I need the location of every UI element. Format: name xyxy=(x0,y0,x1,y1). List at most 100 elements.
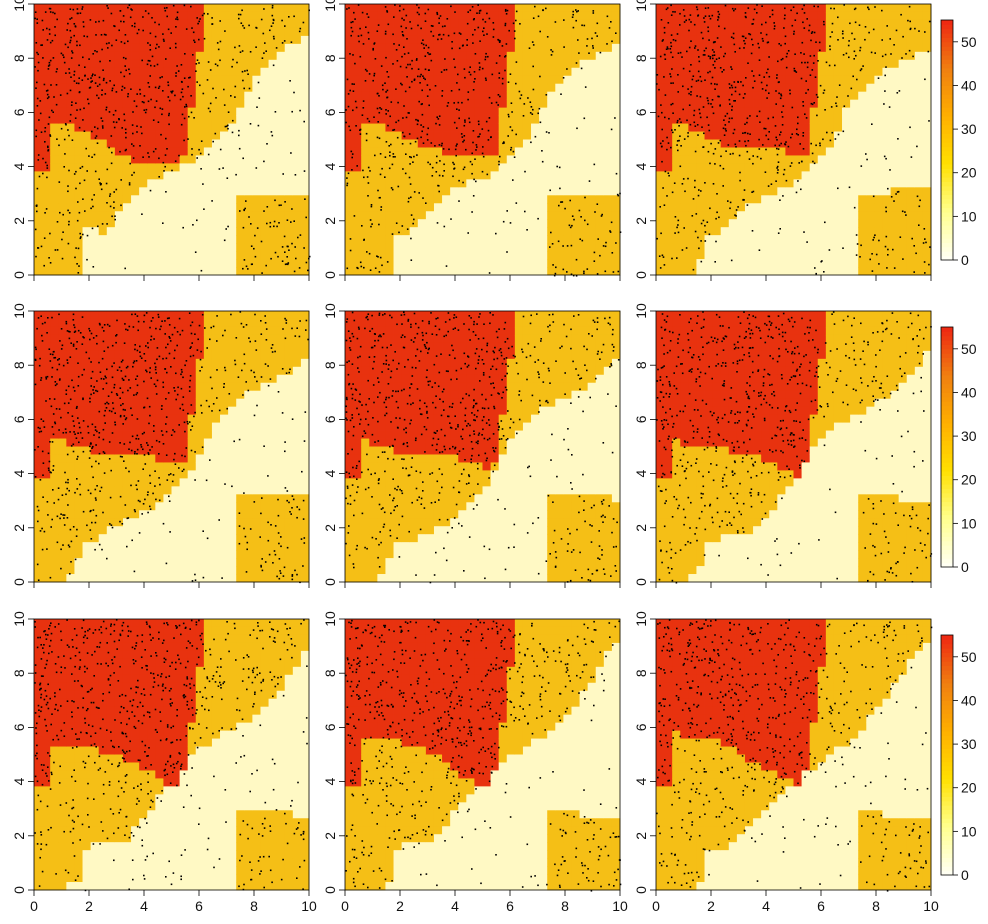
data-point xyxy=(113,191,115,193)
heat-cell xyxy=(922,155,932,164)
data-point xyxy=(438,174,441,177)
heat-cell xyxy=(906,219,916,228)
data-point xyxy=(386,89,389,92)
data-point xyxy=(230,95,232,97)
heat-cell xyxy=(34,267,43,276)
heat-cell xyxy=(728,195,738,204)
heat-cell xyxy=(850,4,859,13)
heat-cell xyxy=(179,251,189,260)
data-point xyxy=(196,219,198,222)
data-point xyxy=(581,24,583,27)
heat-cell xyxy=(417,171,427,180)
heat-cell xyxy=(793,83,802,93)
data-point xyxy=(617,194,620,197)
heat-cell xyxy=(817,235,827,244)
data-point xyxy=(76,109,78,111)
heat-cell xyxy=(611,163,621,172)
heat-cell xyxy=(34,19,43,29)
heat-cell xyxy=(833,123,843,132)
heat-cell xyxy=(555,187,564,196)
data-point xyxy=(56,249,59,251)
heat-cell xyxy=(220,227,229,236)
data-point xyxy=(367,166,370,169)
heat-cell xyxy=(769,91,778,101)
data-point xyxy=(161,76,163,78)
heat-cell xyxy=(555,59,564,69)
heat-cell xyxy=(514,67,524,77)
data-point xyxy=(592,45,594,47)
data-point xyxy=(62,231,64,233)
data-point xyxy=(347,172,350,175)
data-point xyxy=(109,80,111,82)
data-point xyxy=(243,259,246,261)
heat-cell xyxy=(547,235,556,244)
data-point xyxy=(358,40,360,43)
heat-cell xyxy=(490,155,500,164)
heat-cell xyxy=(345,51,354,61)
data-point xyxy=(384,30,387,33)
heat-cell xyxy=(42,115,51,124)
data-point xyxy=(416,11,419,14)
heat-cell xyxy=(785,51,794,61)
heat-cell xyxy=(595,59,605,69)
heat-cell xyxy=(450,227,459,236)
heat-cell xyxy=(211,83,221,93)
data-point xyxy=(592,12,595,14)
heat-cell xyxy=(842,155,851,164)
heat-cell xyxy=(850,219,859,228)
heat-cell xyxy=(203,155,213,164)
heat-cell xyxy=(284,171,294,180)
heat-cell xyxy=(882,259,891,268)
data-point xyxy=(400,25,403,28)
heat-cell xyxy=(720,147,730,156)
heat-cell xyxy=(252,155,261,164)
data-point xyxy=(131,124,134,126)
data-point xyxy=(472,89,475,91)
heat-cell xyxy=(587,155,597,164)
data-point xyxy=(530,106,533,108)
heat-cell xyxy=(664,267,673,276)
heat-cell xyxy=(268,99,278,109)
heat-cell xyxy=(345,163,354,172)
heat-cell xyxy=(114,147,124,156)
heat-cell xyxy=(345,195,354,204)
heat-cell xyxy=(842,51,851,61)
heat-cell xyxy=(850,123,859,132)
heat-cell xyxy=(498,267,508,276)
heat-cell xyxy=(906,4,916,13)
heat-cell xyxy=(284,91,294,101)
heat-cell xyxy=(825,243,835,252)
data-point xyxy=(430,30,432,33)
data-point xyxy=(108,111,111,113)
heat-cell xyxy=(58,259,67,268)
heat-cell xyxy=(680,259,689,268)
heat-cell xyxy=(466,4,475,13)
heat-cell xyxy=(882,123,891,132)
data-point xyxy=(234,85,237,88)
heat-cell xyxy=(712,211,722,220)
heat-cell xyxy=(514,187,524,196)
heat-cell xyxy=(171,51,180,61)
heat-cell xyxy=(866,75,875,85)
heat-cell xyxy=(603,19,613,29)
heat-cell xyxy=(906,131,916,140)
data-point xyxy=(73,34,75,37)
heat-cell xyxy=(688,83,697,93)
y-tick-label: 2 xyxy=(11,217,27,225)
data-point xyxy=(242,79,244,82)
heat-cell xyxy=(369,107,378,116)
heat-cell xyxy=(139,267,148,276)
data-point xyxy=(386,96,389,99)
data-point xyxy=(398,9,401,12)
heat-cell xyxy=(482,11,491,21)
heat-cell xyxy=(345,243,354,252)
heat-cell xyxy=(793,227,802,236)
data-point xyxy=(44,141,46,143)
heat-cell xyxy=(547,27,556,37)
data-point xyxy=(90,77,92,79)
data-point xyxy=(54,249,57,251)
heat-cell xyxy=(482,139,491,148)
heat-cell xyxy=(433,4,443,13)
heat-cell xyxy=(611,115,621,124)
heat-cell xyxy=(292,27,302,37)
